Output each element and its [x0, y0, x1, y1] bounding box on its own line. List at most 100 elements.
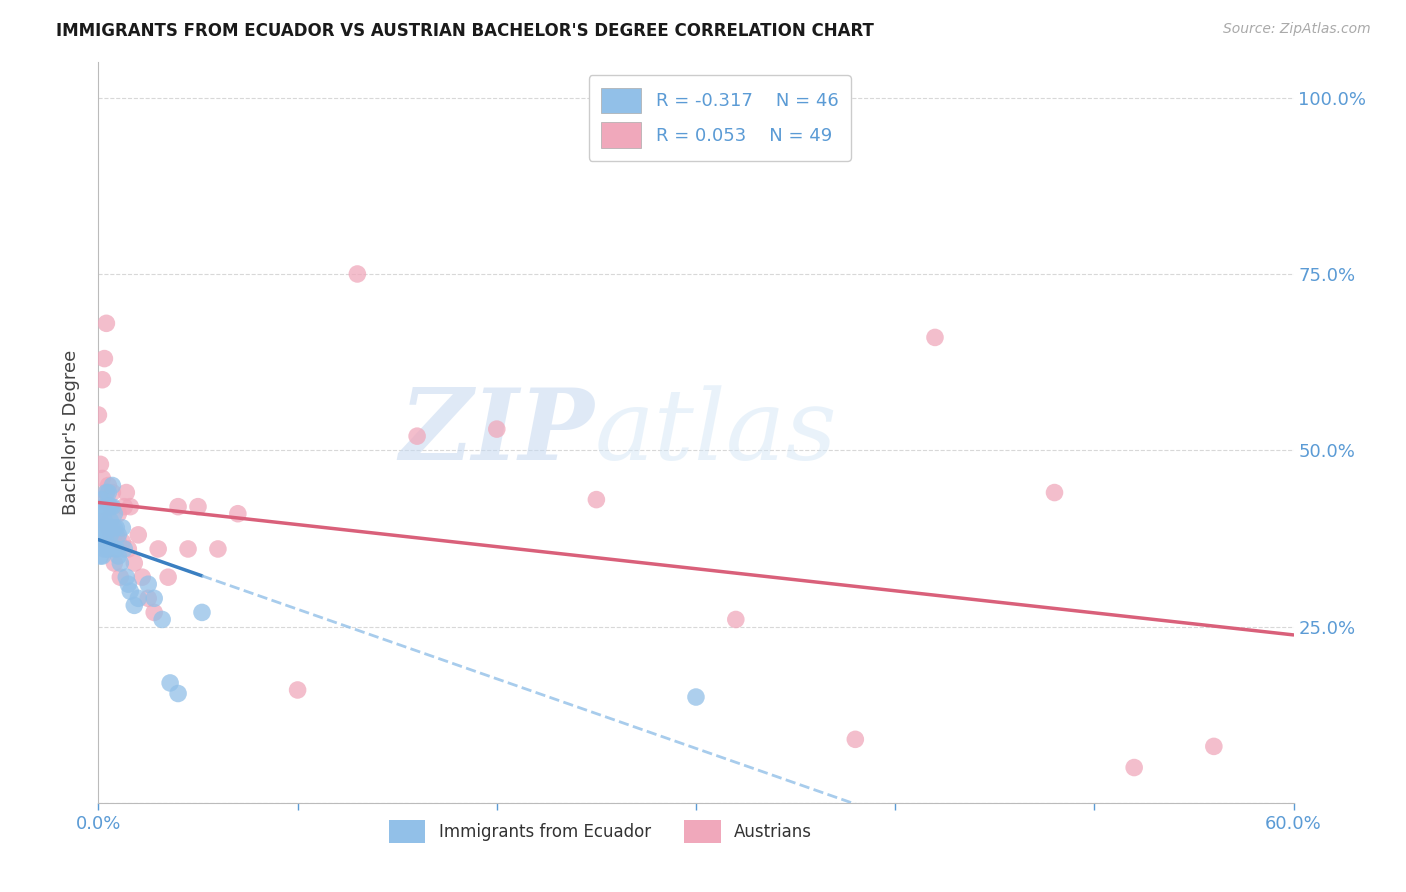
- Point: [110, 556, 132, 570]
- Point: [91, 549, 114, 563]
- Point: [96, 500, 118, 514]
- Y-axis label: Bachelor's Degree: Bachelor's Degree: [62, 350, 80, 516]
- Point: [103, 556, 125, 570]
- Point: [107, 535, 129, 549]
- Point: [207, 541, 229, 556]
- Point: [101, 500, 124, 514]
- Text: atlas: atlas: [595, 385, 837, 480]
- Point: [98, 528, 122, 542]
- Point: [103, 528, 125, 542]
- Point: [143, 606, 166, 620]
- Point: [98, 500, 122, 514]
- Point: [150, 612, 173, 626]
- Point: [103, 507, 125, 521]
- Point: [93, 528, 115, 542]
- Point: [136, 577, 159, 591]
- Point: [844, 732, 866, 747]
- Point: [107, 528, 129, 542]
- Point: [87, 408, 110, 422]
- Point: [226, 507, 249, 521]
- Point: [346, 267, 368, 281]
- Point: [177, 541, 200, 556]
- Point: [91, 492, 114, 507]
- Point: [406, 429, 429, 443]
- Point: [131, 570, 153, 584]
- Point: [191, 606, 214, 620]
- Point: [115, 485, 138, 500]
- Point: [148, 541, 170, 556]
- Point: [91, 471, 114, 485]
- Point: [91, 521, 114, 535]
- Point: [105, 528, 128, 542]
- Point: [93, 514, 115, 528]
- Point: [93, 541, 115, 556]
- Point: [110, 570, 132, 584]
- Point: [101, 521, 124, 535]
- Point: [103, 521, 125, 535]
- Point: [124, 599, 146, 613]
- Point: [111, 521, 134, 535]
- Point: [1202, 739, 1225, 754]
- Point: [97, 541, 120, 556]
- Point: [97, 485, 120, 500]
- Point: [103, 541, 125, 556]
- Point: [105, 521, 128, 535]
- Point: [97, 478, 120, 492]
- Point: [187, 500, 209, 514]
- Point: [167, 686, 190, 700]
- Point: [91, 373, 114, 387]
- Point: [111, 535, 134, 549]
- Point: [96, 521, 118, 535]
- Point: [89, 492, 111, 507]
- Point: [924, 330, 946, 344]
- Legend: Immigrants from Ecuador, Austrians: Immigrants from Ecuador, Austrians: [382, 814, 818, 850]
- Point: [101, 478, 124, 492]
- Point: [96, 316, 118, 330]
- Point: [97, 500, 120, 514]
- Point: [105, 541, 128, 556]
- Point: [585, 492, 607, 507]
- Point: [120, 500, 142, 514]
- Point: [97, 521, 120, 535]
- Point: [685, 690, 707, 704]
- Point: [93, 500, 115, 514]
- Point: [124, 556, 146, 570]
- Point: [167, 500, 190, 514]
- Text: Source: ZipAtlas.com: Source: ZipAtlas.com: [1223, 22, 1371, 37]
- Point: [112, 500, 135, 514]
- Point: [98, 514, 122, 528]
- Point: [1043, 485, 1066, 500]
- Point: [89, 514, 111, 528]
- Point: [120, 584, 142, 599]
- Point: [89, 549, 111, 563]
- Point: [96, 535, 118, 549]
- Point: [101, 485, 124, 500]
- Point: [87, 507, 110, 521]
- Point: [157, 570, 180, 584]
- Point: [98, 500, 122, 514]
- Point: [117, 577, 139, 591]
- Point: [1123, 760, 1146, 774]
- Point: [96, 485, 118, 500]
- Point: [143, 591, 166, 606]
- Point: [93, 351, 115, 366]
- Point: [107, 507, 129, 521]
- Point: [115, 570, 138, 584]
- Point: [136, 591, 159, 606]
- Point: [159, 676, 181, 690]
- Point: [287, 683, 309, 698]
- Point: [98, 528, 122, 542]
- Point: [89, 535, 111, 549]
- Point: [89, 458, 111, 472]
- Point: [127, 591, 149, 606]
- Point: [96, 485, 118, 500]
- Point: [107, 549, 129, 563]
- Point: [127, 528, 149, 542]
- Point: [117, 541, 139, 556]
- Point: [97, 521, 120, 535]
- Point: [93, 514, 115, 528]
- Text: ZIP: ZIP: [399, 384, 595, 481]
- Text: IMMIGRANTS FROM ECUADOR VS AUSTRIAN BACHELOR'S DEGREE CORRELATION CHART: IMMIGRANTS FROM ECUADOR VS AUSTRIAN BACH…: [56, 22, 875, 40]
- Point: [112, 541, 135, 556]
- Point: [485, 422, 508, 436]
